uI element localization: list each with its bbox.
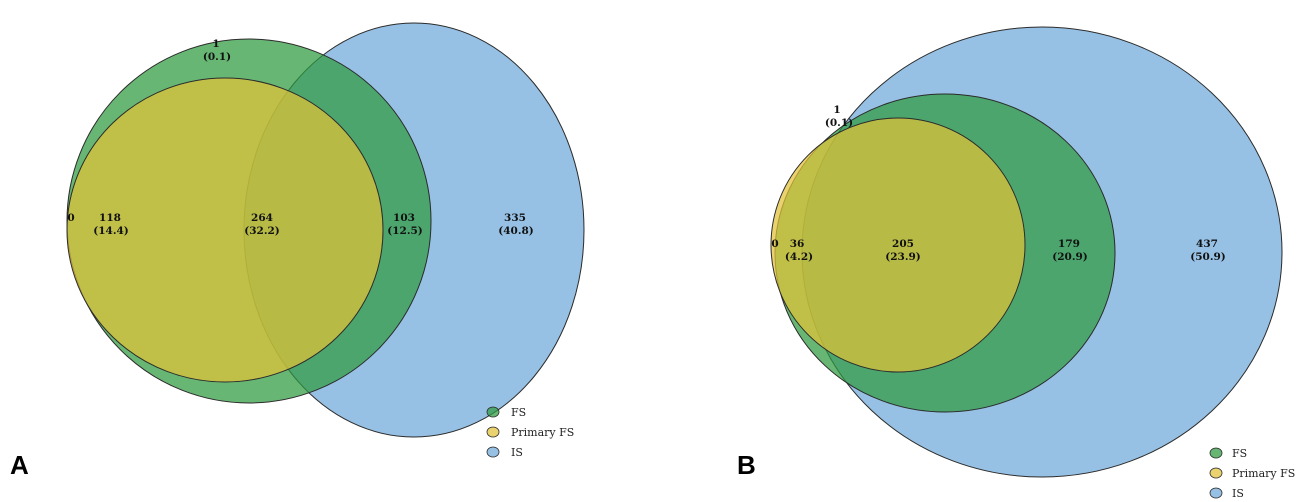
panel-a-fs-is-count: 103 xyxy=(393,212,415,224)
legend-is-swatch xyxy=(486,446,500,458)
panel-b-all-three-count: 205 xyxy=(892,238,914,250)
legend-fs-label: FS xyxy=(1232,447,1247,460)
panel-b-all-three-pct: (23.9) xyxy=(885,251,921,263)
panel-a-fs-primary-count: 118 xyxy=(99,212,121,224)
panel-b-is-only-pct: (50.9) xyxy=(1190,251,1226,263)
panel-b-fs-is-count: 179 xyxy=(1058,238,1080,250)
panel-a-letter: A xyxy=(10,450,29,480)
panel-a-primary-fs-circle xyxy=(66,77,384,383)
panel-b-letter: B xyxy=(737,450,756,480)
panel-a-fs-is-pct: (12.5) xyxy=(387,225,423,237)
panel-a-all-three-pct: (32.2) xyxy=(244,225,280,237)
panel-b-is-only-count: 437 xyxy=(1196,238,1218,250)
legend-fs-swatch xyxy=(1209,447,1223,459)
panel-a-is-only-count: 335 xyxy=(504,212,526,224)
legend-fs-label: FS xyxy=(511,406,526,419)
panel-a-all-three-count: 264 xyxy=(251,212,273,224)
panel-a-fs-only-pct: (0.1) xyxy=(203,51,231,63)
legend-fs-swatch xyxy=(486,406,500,418)
panel-b-legend: FS Primary FS IS xyxy=(1209,447,1295,500)
panel-b: 1 (0.1) 0 36 (4.2) 205 (23.9) 179 (20.9)… xyxy=(737,26,1295,500)
panel-b-fs-only-count: 1 xyxy=(833,104,840,116)
legend-is-label: IS xyxy=(511,446,523,459)
panel-b-primary-fs-circle xyxy=(770,117,1026,373)
legend-primary-fs-label: Primary FS xyxy=(511,426,574,439)
panel-b-fs-primary-pct: (4.2) xyxy=(785,251,813,263)
legend-primary-fs-swatch xyxy=(1209,467,1223,479)
legend-primary-fs-label: Primary FS xyxy=(1232,467,1295,480)
panel-a-is-only-pct: (40.8) xyxy=(498,225,534,237)
panel-a-fs-only-count: 1 xyxy=(212,38,219,50)
panel-b-fs-only-pct: (0.1) xyxy=(825,117,853,129)
panel-a: 1 (0.1) 0 118 (14.4) 264 (32.2) 103 (12.… xyxy=(10,22,585,480)
panel-a-fs-primary-pct: (14.4) xyxy=(93,225,129,237)
legend-primary-fs-swatch xyxy=(486,426,500,438)
panel-b-fs-primary-count: 36 xyxy=(790,238,805,250)
panel-a-primary-only-count: 0 xyxy=(67,212,74,224)
panel-b-fs-is-pct: (20.9) xyxy=(1052,251,1088,263)
legend-is-swatch xyxy=(1209,487,1223,499)
panel-b-primary-only-count: 0 xyxy=(771,238,778,250)
legend-is-label: IS xyxy=(1232,487,1244,500)
panel-a-legend: FS Primary FS IS xyxy=(486,406,574,459)
